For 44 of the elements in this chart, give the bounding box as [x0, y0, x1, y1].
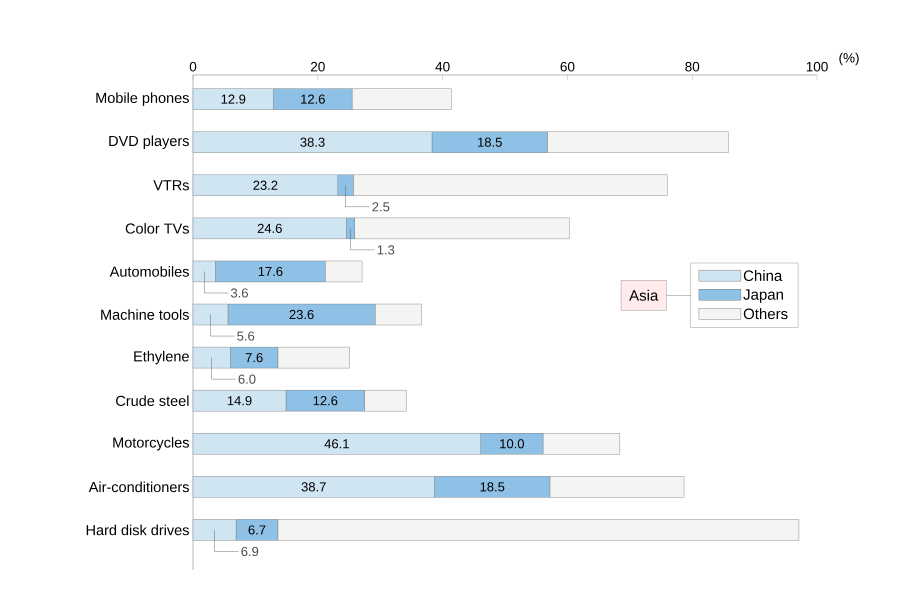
data-label: 3.6	[230, 288, 248, 298]
y-tick-label: VTRs	[153, 180, 189, 190]
data-label: 6.7	[248, 525, 266, 535]
data-label: 6.0	[238, 374, 256, 384]
data-label: 10.0	[500, 439, 524, 448]
x-tick-label: 0	[190, 62, 196, 72]
data-label: 24.6	[258, 224, 282, 233]
data-label: 2.5	[372, 202, 390, 212]
data-label: 7.6	[246, 353, 263, 362]
data-label: 38.3	[300, 138, 325, 147]
y-tick-label: Ethylene	[134, 350, 189, 364]
data-label: 18.5	[478, 138, 502, 147]
data-label: 38.7	[302, 482, 326, 492]
y-tick-label: Crude steel	[116, 395, 188, 406]
data-label: 1.3	[378, 245, 394, 254]
data-label: 12.9	[222, 94, 246, 104]
data-label: 5.6	[237, 331, 254, 341]
data-label: 12.6	[314, 396, 338, 406]
x-tick-label: 20	[310, 62, 325, 72]
legend-label: Others	[744, 308, 788, 320]
y-tick-label: Hard disk drives	[86, 524, 189, 536]
y-tick-label: Motorcycles	[113, 437, 189, 451]
legend-label: China	[744, 270, 782, 282]
y-tick-label: Mobile phones	[96, 92, 189, 106]
y-tick-label: Machine tools	[101, 309, 189, 320]
legend-label: Japan	[743, 289, 783, 303]
data-label: 18.5	[480, 482, 504, 492]
y-tick-label: Air-conditioners	[88, 482, 189, 492]
legend-title: Asia	[629, 290, 658, 301]
x-tick-label: 60	[560, 62, 574, 72]
data-label: 6.9	[241, 546, 258, 556]
y-tick-label: DVD players	[109, 135, 189, 149]
data-label: 23.2	[253, 180, 278, 190]
x-tick-label: 80	[685, 62, 700, 72]
x-axis-title: (%)	[839, 52, 859, 66]
data-label: 14.9	[228, 396, 252, 406]
data-label: 46.1	[324, 439, 349, 448]
x-tick-label: 40	[435, 62, 450, 72]
y-tick-label: Automobiles	[110, 266, 189, 277]
data-label: 23.6	[290, 310, 314, 320]
data-label: 12.6	[301, 94, 325, 104]
x-tick-label: 100	[806, 62, 828, 72]
y-tick-label: Color TVs	[126, 223, 189, 234]
data-label: 17.6	[258, 266, 282, 276]
